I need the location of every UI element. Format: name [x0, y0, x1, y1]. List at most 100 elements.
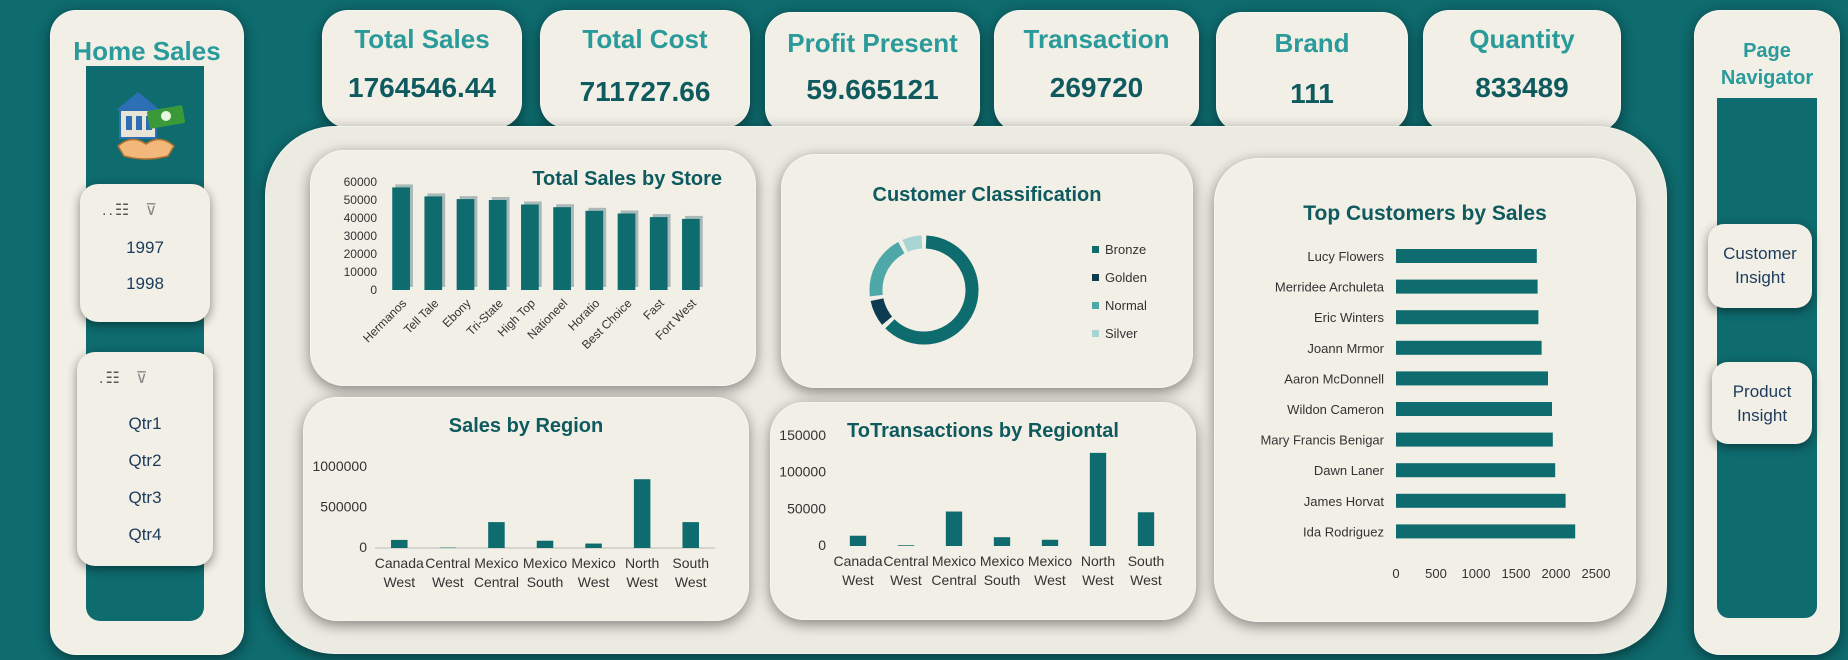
x-tick-label: Mexico	[1028, 553, 1073, 569]
kpi-value: 111	[1290, 78, 1334, 109]
clear-filter-icon[interactable]: ⊽	[145, 202, 159, 219]
legend-label: Silver	[1105, 326, 1138, 341]
customer-insight-button[interactable]: Customer Insight	[1708, 224, 1812, 308]
slicer-item-qtr1[interactable]: Qtr1	[128, 414, 162, 433]
slicer-item-1997[interactable]: 1997	[126, 238, 164, 257]
quarter-slicer: .☷ ⊽ Qtr1 Qtr2 Qtr3 Qtr4	[77, 352, 213, 566]
product-insight-button[interactable]: Product Insight	[1712, 362, 1812, 444]
app-title: Home Sales	[73, 36, 221, 66]
kpi-label: Brand	[1274, 28, 1350, 58]
bar	[849, 535, 867, 546]
bar	[682, 522, 699, 548]
x-tick-label: West	[1082, 572, 1114, 588]
slicer-item-qtr4[interactable]: Qtr4	[128, 525, 162, 544]
x-tick-label: Central	[931, 572, 976, 588]
x-tick-label: West	[626, 574, 658, 590]
bar	[1396, 493, 1566, 508]
x-tick-label: West	[890, 572, 922, 588]
multi-select-icon[interactable]: .☷	[99, 370, 122, 387]
y-tick-label: 0	[818, 537, 826, 553]
bar	[1041, 539, 1059, 546]
x-tick-label: West	[1130, 572, 1162, 588]
multi-select-icon[interactable]: ..☷	[102, 202, 132, 219]
bar	[456, 199, 475, 290]
donut-slice	[885, 235, 979, 345]
kpi-value: 833489	[1475, 72, 1569, 103]
x-tick-label: Mexico	[523, 555, 568, 571]
bar	[391, 539, 408, 548]
x-tick-label: Central	[474, 574, 519, 590]
x-tick-label: South	[527, 574, 564, 590]
bar	[633, 479, 651, 548]
y-tick-label: Lucy Flowers	[1307, 249, 1384, 264]
kpi-brand: Brand 111	[1216, 12, 1408, 132]
bar	[553, 207, 571, 290]
bar	[1396, 524, 1576, 539]
x-tick-label: Fast	[640, 296, 667, 323]
legend-swatch	[1092, 246, 1099, 253]
x-tick-label: 0	[1392, 566, 1399, 581]
x-tick-label: 500	[1425, 566, 1447, 581]
kpi-value: 269720	[1049, 72, 1144, 103]
donut-slice	[869, 241, 905, 297]
kpi-total-sales: Total Sales 1764546.44	[322, 10, 522, 128]
kpi-value: 59.665121	[806, 74, 939, 105]
bar	[1396, 432, 1553, 447]
y-tick-label: 1000000	[312, 458, 367, 474]
y-tick-label: Joann Mrmor	[1307, 341, 1384, 356]
bar	[1396, 463, 1556, 478]
clear-filter-icon[interactable]: ⊽	[135, 370, 150, 387]
x-tick-label: West	[578, 574, 610, 590]
x-tick-label: Mexico	[980, 553, 1025, 569]
navigator-strip	[1717, 98, 1817, 618]
kpi-label: Transaction	[1023, 24, 1170, 54]
bar	[1396, 402, 1552, 416]
bar	[945, 511, 963, 546]
navigator-title-line1: Page	[1743, 40, 1791, 62]
button-label-line2: Insight	[1736, 406, 1788, 425]
x-tick-label: North	[625, 555, 659, 571]
y-tick-label: 150000	[779, 427, 826, 443]
slicer-item-qtr3[interactable]: Qtr3	[128, 488, 162, 507]
legend-label: Bronze	[1105, 242, 1146, 257]
x-tick-label: North	[1081, 553, 1115, 569]
button-label-line1: Customer	[1723, 244, 1797, 263]
kpi-value: 1764546.44	[348, 72, 496, 103]
kpi-label: Profit Present	[787, 28, 958, 58]
chart-card-transactions-by-region: ToTransactions by Regiontal 0 50000 100000…	[770, 402, 1196, 620]
donut-slice	[870, 298, 893, 325]
y-tick-label: 100000	[779, 464, 826, 480]
button-label-line2: Insight	[1734, 268, 1786, 287]
x-tick-label: West	[1034, 572, 1066, 588]
slicer-header: ..☷ ⊽	[102, 200, 159, 220]
bar	[649, 217, 668, 290]
y-tick-label: 500000	[320, 499, 367, 515]
x-tick-label: Mexico	[571, 555, 616, 571]
chart-card-sales-by-region: Sales by Region 0 500000 1000000 Canada West…	[303, 397, 749, 621]
x-tick-label: 2000	[1542, 566, 1571, 581]
slicer-item-1998[interactable]: 1998	[126, 274, 164, 293]
bar	[1396, 249, 1537, 263]
chart-card-sales-by-store: Total Sales by Store 0 10000 20000 30000 400…	[310, 150, 756, 386]
x-tick-label: Mexico	[474, 555, 519, 571]
navigator-title-line2: Navigator	[1720, 67, 1814, 89]
x-tick-label: West	[383, 574, 415, 590]
x-tick-label: Central	[883, 553, 928, 569]
x-tick-label: West	[842, 572, 874, 588]
bar	[424, 196, 443, 290]
bar	[617, 213, 636, 290]
chart-title: Customer Classification	[872, 184, 1102, 206]
legend-swatch	[1092, 330, 1099, 337]
home-sales-icon	[116, 92, 185, 160]
bar	[585, 210, 604, 290]
legend-swatch	[1092, 302, 1099, 309]
chart-title: Sales by Region	[448, 415, 604, 437]
x-tick-label: West	[675, 574, 707, 590]
y-tick-label: James Horvat	[1304, 494, 1385, 509]
slicer-item-qtr2[interactable]: Qtr2	[128, 451, 162, 470]
y-tick-label: 10000	[344, 265, 378, 279]
y-tick-label: Ida Rodriguez	[1303, 524, 1384, 539]
x-tick-label: Canada	[833, 553, 882, 569]
x-tick-label: South	[984, 572, 1021, 588]
bar	[1396, 340, 1542, 355]
